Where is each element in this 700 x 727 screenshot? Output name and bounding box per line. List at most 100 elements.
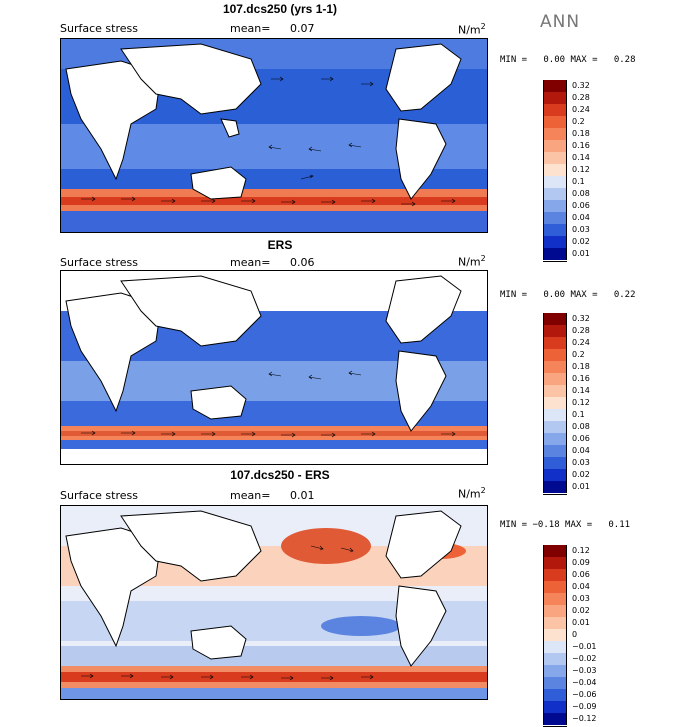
colorbar-swatch [543,128,567,140]
colorbar-level-label: 0.12 [572,398,590,407]
min-label: MIN = [500,520,528,530]
min-max-readout: MIN = 0.00 MAX = 0.22 [500,290,636,300]
colorbar-level-label: 0.02 [572,470,590,479]
season-label: ANN [540,12,581,32]
colorbar-swatch [543,188,567,200]
panel-title-observed: ERS [267,238,293,252]
colorbar-swatch [543,617,567,629]
colorbar-level-label: 0.32 [572,81,590,90]
colorbar-level-label: −0.02 [572,654,597,663]
colorbar-level-label: −0.01 [572,642,597,651]
mean-value: 0.07 [290,22,315,35]
mean-label: mean= [230,22,271,35]
colorbar-swatch [543,164,567,176]
colorbar-swatch [543,397,567,409]
colorbar-level-label: 0.12 [572,165,590,174]
colorbar-swatch [543,313,567,325]
colorbar-level-label: 0.18 [572,129,590,138]
colorbar-swatch [543,200,567,212]
units-label: N/m2 [458,486,486,501]
colorbar-swatch [543,605,567,617]
colorbar-level-label: 0.16 [572,374,590,383]
units-exponent: 2 [480,254,486,263]
colorbar-swatch [543,236,567,248]
colorbar-level-label: 0.16 [572,141,590,150]
mean-label: mean= [230,489,271,502]
colorbar-level-label: −0.03 [572,666,597,675]
colorbar-level-label: 0.01 [572,249,590,258]
variable-label: Surface stress [60,489,138,502]
colorbar-level-label: 0.06 [572,201,590,210]
colorbar-level-label: 0.24 [572,338,590,347]
colorbar-level-label: 0 [572,630,578,639]
colorbar-level-label: 0.06 [572,434,590,443]
min-label: MIN = [500,55,528,65]
mean-label: mean= [230,256,271,269]
colorbar-observed: 0.32 0.28 0.24 0.2 0.18 0.16 0.14 0.12 0.1 0.08 0.… [543,313,633,495]
colorbar-swatch [543,421,567,433]
colorbar-level-label: 0.12 [572,546,590,555]
colorbar-swatch [543,469,567,481]
surface-stress-map-model [60,38,488,233]
panel-title-difference: 107.dcs250 - ERS [230,468,330,482]
units-base: N/m [458,23,481,37]
colorbar-level-label: 0.04 [572,446,590,455]
colorbar-swatch [543,701,567,713]
colorbar-swatch [543,713,567,725]
colorbar-level-label: 0.1 [572,177,585,186]
colorbar-swatch [543,104,567,116]
colorbar-swatch [543,445,567,457]
colorbar-swatch [543,677,567,689]
max-value: 0.11 [608,520,631,530]
colorbar-swatch [543,325,567,337]
colorbar-level-label: −0.06 [572,690,597,699]
colorbar-level-label: 0.2 [572,350,585,359]
colorbar-swatch [543,545,567,557]
colorbar-swatch [543,349,567,361]
colorbar-swatch [543,92,567,104]
colorbar-level-label: 0.08 [572,189,590,198]
max-value: 0.28 [613,55,636,65]
colorbar-level-label: 0.1 [572,410,585,419]
colorbar-level-label: 0.18 [572,362,590,371]
colorbar-level-label: 0.01 [572,482,590,491]
colorbar-swatch [543,116,567,128]
colorbar-level-label: 0.02 [572,237,590,246]
colorbar-level-label: 0.03 [572,458,590,467]
colorbar-level-label: 0.14 [572,386,590,395]
colorbar-swatch [543,641,567,653]
mean-value: 0.01 [290,489,315,502]
colorbar-swatch [543,689,567,701]
min-value: 0.00 [543,290,566,300]
min-value: 0.00 [543,55,566,65]
units-exponent: 2 [480,486,486,495]
min-max-readout: MIN = 0.00 MAX = 0.28 [500,55,636,65]
colorbar-level-label: 0.04 [572,582,590,591]
colorbar-level-label: 0.14 [572,153,590,162]
colorbar-swatch [543,152,567,164]
max-label: MAX = [565,520,593,530]
colorbar-swatch [543,481,567,493]
colorbar-level-label: 0.2 [572,117,585,126]
units-base: N/m [458,487,481,501]
colorbar-swatch [543,557,567,569]
surface-stress-map-difference [60,505,488,700]
max-value: 0.22 [613,290,636,300]
units-label: N/m2 [458,22,486,37]
colorbar-level-label: 0.06 [572,570,590,579]
min-max-readout: MIN = −0.18 MAX = 0.11 [500,520,630,530]
colorbar-swatch [543,140,567,152]
colorbar-level-label: −0.12 [572,714,597,723]
colorbar-swatch [543,457,567,469]
colorbar-level-label: 0.02 [572,606,590,615]
units-base: N/m [458,255,481,269]
colorbar-swatch [543,80,567,92]
units-exponent: 2 [480,22,486,31]
colorbar-swatch [543,665,567,677]
colorbar-swatch [543,569,567,581]
colorbar-swatch [543,433,567,445]
colorbar-level-label: 0.08 [572,422,590,431]
panel-title-model: 107.dcs250 (yrs 1-1) [222,2,338,16]
colorbar-level-label: 0.04 [572,213,590,222]
colorbar-level-label: −0.04 [572,678,597,687]
